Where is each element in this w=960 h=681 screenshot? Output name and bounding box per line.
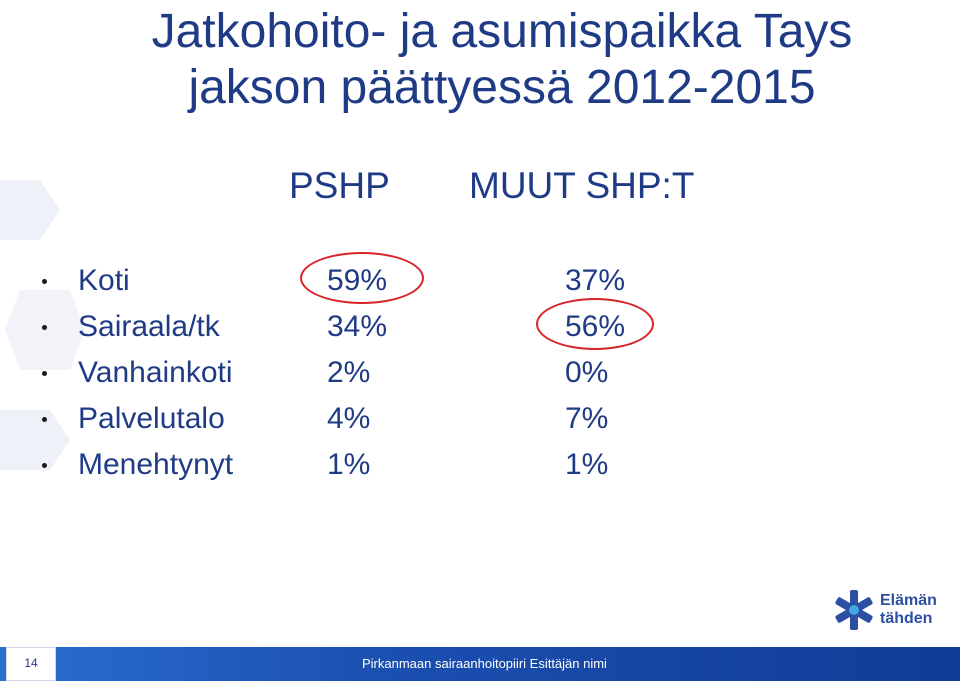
slide-title-line2: jakson päättyessä 2012-2015: [188, 61, 816, 114]
row-label: Palvelutalo: [78, 402, 225, 435]
list-item: Vanhainkoti 2% 0%: [38, 350, 738, 396]
page-number: 14: [6, 647, 56, 681]
list-item: Palvelutalo 4% 7%: [38, 396, 738, 442]
highlight-circle-sairaala-muut: [536, 298, 654, 350]
highlight-circle-koti-pshp: [300, 252, 424, 304]
row-value-muut: 1%: [565, 448, 609, 481]
star-of-life-icon: [835, 590, 873, 630]
column-header-muut: MUUT SHP:T: [469, 165, 695, 206]
bullet-icon: [42, 417, 47, 422]
bullet-icon: [42, 463, 47, 468]
background-watermark-icon: [0, 180, 85, 470]
footer-bar: 14 Pirkanmaan sairaanhoitopiiri Esittäjä…: [0, 647, 960, 681]
logo-text-line2: tähden: [880, 610, 933, 627]
row-value-pshp: 1%: [327, 448, 371, 481]
column-header-pshp: PSHP: [289, 165, 390, 206]
elaman-tahden-logo: Elämän tähden: [834, 588, 940, 634]
bullet-icon: [42, 325, 47, 330]
row-label: Sairaala/tk: [78, 310, 220, 343]
row-value-pshp: 34%: [327, 310, 388, 343]
row-label: Vanhainkoti: [78, 356, 233, 389]
slide-title: Jatkohoito- ja asumispaikka Tays jakson …: [92, 4, 912, 116]
row-value-pshp: 4%: [327, 402, 371, 435]
logo-text-line1: Elämän: [880, 592, 937, 609]
list-item: Menehtynyt 1% 1%: [38, 442, 738, 488]
bullet-icon: [42, 371, 47, 376]
row-label: Menehtynyt: [78, 448, 234, 481]
row-value-pshp: 2%: [327, 356, 371, 389]
bullet-icon: [42, 279, 47, 284]
row-value-muut: 37%: [565, 264, 626, 297]
logo-text: Elämän tähden: [880, 592, 937, 628]
slide-title-line1: Jatkohoito- ja asumispaikka Tays: [151, 5, 853, 58]
footer-text: Pirkanmaan sairaanhoitopiiri Esittäjän n…: [362, 656, 607, 671]
row-label: Koti: [78, 264, 130, 297]
row-value-muut: 7%: [565, 402, 609, 435]
row-value-muut: 0%: [565, 356, 609, 389]
